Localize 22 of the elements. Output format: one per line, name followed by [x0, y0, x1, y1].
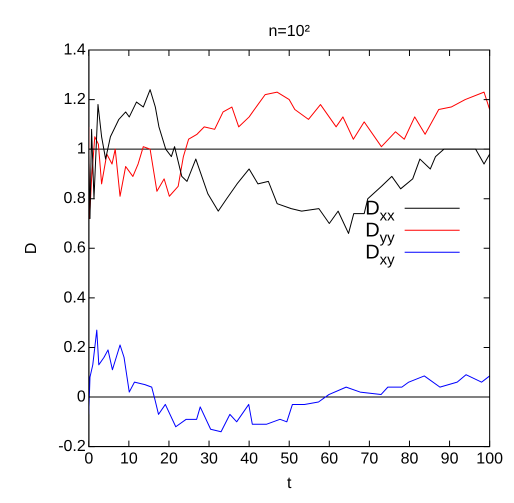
y-tick-label: 0.8 [64, 190, 86, 208]
y-axis-title: D [23, 242, 40, 254]
x-tick-label: 20 [160, 450, 178, 468]
y-tick-label: 0 [76, 388, 86, 406]
y-tick-label: 1.2 [64, 90, 86, 108]
x-tick-label: 60 [320, 450, 338, 468]
x-tick-label: 70 [360, 450, 378, 468]
x-tick-label: 80 [400, 450, 418, 468]
x-tick-label: 50 [280, 450, 298, 468]
x-tick-label: 30 [200, 450, 218, 468]
chart-title: n=10² [268, 23, 311, 40]
x-axis-title: t [286, 474, 292, 492]
x-tick-label: 10 [120, 450, 138, 468]
y-tick-label: 1.4 [64, 41, 86, 58]
y-tick-label: -0.2 [58, 438, 86, 456]
y-tick-label: 1 [76, 140, 86, 158]
y-tick-label: 0.4 [64, 289, 86, 306]
x-tick-label: 90 [440, 450, 459, 468]
y-tick-label: 0.2 [64, 338, 86, 356]
x-tick-label: 40 [240, 450, 258, 468]
x-tick-label: 100 [476, 450, 504, 468]
y-tick-label: 0.6 [64, 240, 86, 257]
